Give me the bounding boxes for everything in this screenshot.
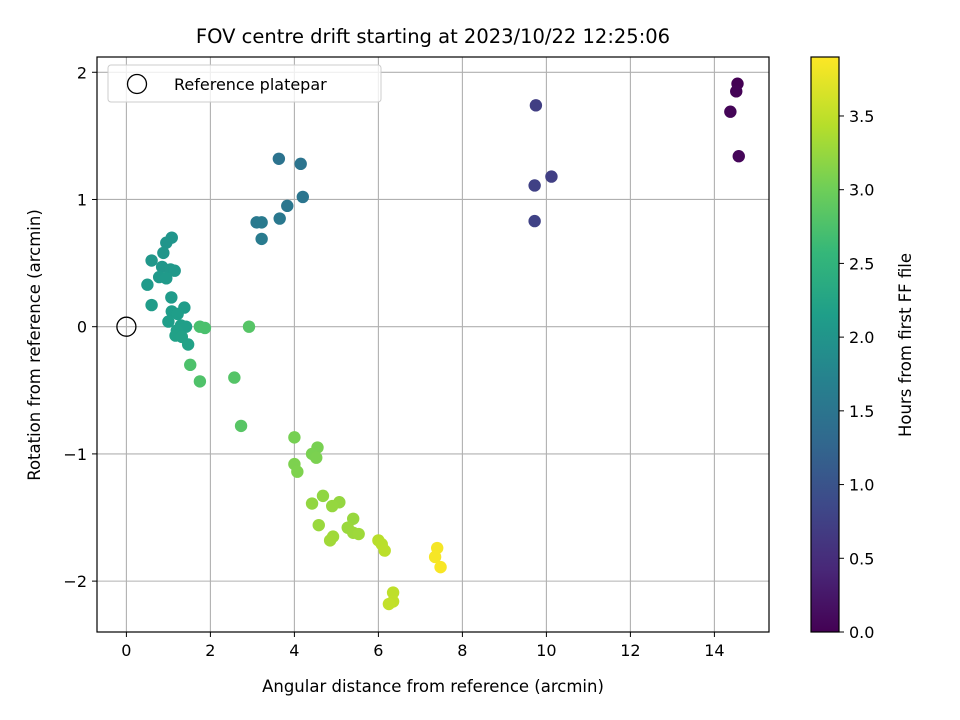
colorbar-tick-label: 2.0	[849, 328, 874, 347]
x-tick-label: 0	[121, 641, 131, 660]
legend-entry-reference: Reference platepar	[174, 75, 327, 94]
y-tick-label: 1	[77, 190, 87, 209]
data-point	[326, 499, 339, 513]
data-point	[234, 419, 248, 433]
data-point	[141, 278, 154, 291]
colorbar-tick-label: 1.5	[849, 402, 874, 421]
data-point	[305, 497, 319, 510]
data-point	[323, 534, 337, 547]
data-point	[730, 85, 743, 98]
data-point	[545, 170, 558, 183]
data-point	[312, 518, 325, 532]
colorbar-tick-label: 1.0	[849, 476, 874, 495]
data-point	[184, 358, 197, 372]
data-point	[310, 451, 323, 464]
data-point	[162, 315, 175, 328]
data-point	[168, 264, 181, 277]
data-point	[724, 105, 737, 118]
data-point	[281, 199, 294, 213]
y-axis-ticks: −2 −1 0 1 2	[63, 63, 97, 591]
legend-box	[107, 64, 382, 103]
x-tick-label: 12	[620, 641, 640, 660]
data-point	[528, 179, 541, 192]
data-point	[145, 254, 158, 267]
x-axis-ticks: 0 2 4 6 8 10 12 14	[121, 632, 725, 660]
data-point	[145, 298, 158, 312]
data-point	[181, 338, 195, 351]
data-point	[255, 232, 268, 246]
data-point	[529, 99, 543, 112]
reference-platepar-marker	[116, 316, 137, 337]
data-point	[294, 157, 307, 171]
x-tick-label: 14	[704, 641, 724, 660]
colorbar-label: Hours from first FF file	[896, 253, 915, 437]
y-tick-label: −1	[63, 445, 87, 464]
data-point	[347, 512, 360, 525]
data-point	[228, 371, 241, 384]
y-tick-label: 0	[77, 318, 87, 337]
data-point	[273, 212, 286, 225]
y-tick-label: −2	[63, 572, 87, 591]
x-axis-label: Angular distance from reference (arcmin)	[262, 677, 604, 696]
x-tick-label: 8	[457, 641, 467, 660]
colorbar-tick-label: 0.0	[849, 623, 874, 642]
colorbar-gradient	[810, 56, 840, 633]
data-point	[316, 489, 330, 503]
x-tick-label: 6	[373, 641, 383, 660]
y-axis-label: Rotation from reference (arcmin)	[25, 209, 44, 481]
data-point	[378, 544, 391, 557]
data-point	[198, 321, 212, 335]
data-point	[434, 560, 447, 574]
data-point	[291, 465, 304, 478]
chart-title: FOV centre drift starting at 2023/10/22 …	[196, 25, 670, 48]
data-point	[160, 236, 173, 249]
x-tick-label: 4	[289, 641, 299, 660]
colorbar: 0.0 0.5 1.0 1.5 2.0 2.5 3.0 3.5 Hours from firs…	[810, 56, 915, 642]
data-point	[160, 272, 173, 285]
data-point	[382, 597, 396, 611]
colorbar-tick-label: 0.5	[849, 549, 874, 568]
y-tick-label: 2	[77, 63, 87, 82]
data-point	[352, 527, 365, 541]
data-point	[165, 291, 178, 304]
legend: Reference platepar	[107, 64, 382, 103]
data-point	[288, 431, 301, 444]
data-point	[732, 150, 745, 163]
data-point	[171, 307, 184, 321]
data-point	[528, 214, 541, 228]
data-points	[141, 77, 745, 611]
colorbar-tick-label: 3.0	[849, 181, 874, 200]
data-point	[428, 550, 442, 564]
plot-frame	[96, 56, 770, 633]
x-tick-label: 2	[205, 641, 215, 660]
data-point	[386, 586, 400, 599]
data-point	[193, 375, 207, 388]
reference-marker-layer	[116, 316, 137, 337]
x-tick-label: 10	[536, 641, 556, 660]
data-point	[157, 246, 170, 260]
data-point	[272, 152, 286, 165]
data-point	[242, 320, 256, 333]
data-point	[296, 190, 309, 204]
data-point	[255, 216, 268, 229]
legend-reference-marker	[126, 73, 148, 95]
colorbar-tick-label: 3.5	[849, 107, 874, 126]
colorbar-tick-label: 2.5	[849, 254, 874, 273]
colorbar-ticks: 0.0 0.5 1.0 1.5 2.0 2.5 3.0 3.5	[839, 107, 874, 642]
